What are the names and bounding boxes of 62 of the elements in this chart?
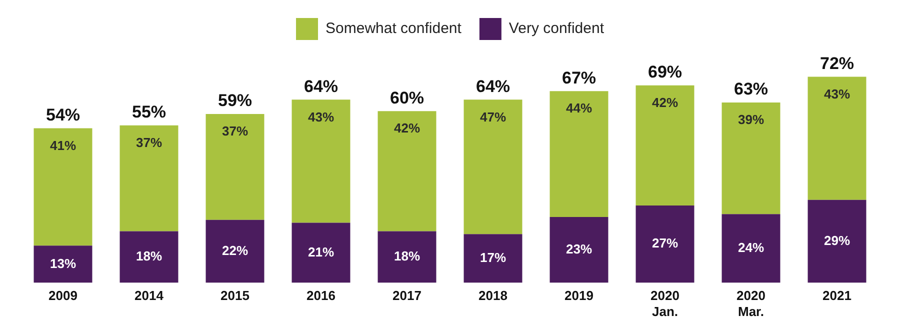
bar <box>378 231 436 283</box>
data-label: 13% <box>50 256 76 271</box>
bar <box>636 85 694 206</box>
x-tick-label: 2015 <box>220 288 250 304</box>
bar <box>808 200 866 283</box>
data-label: 47% <box>480 109 506 124</box>
bar <box>34 246 92 283</box>
data-label: 42% <box>652 94 678 110</box>
total-label: 54% <box>46 105 80 124</box>
total-label: 63% <box>734 80 768 99</box>
data-label: 41% <box>50 138 76 153</box>
x-tick-label: 2014 <box>134 288 164 304</box>
data-label: 17% <box>480 250 506 266</box>
data-label: 42% <box>394 120 420 136</box>
bar <box>464 234 522 283</box>
bar <box>292 222 350 283</box>
total-label: 55% <box>132 102 166 122</box>
total-label: 60% <box>390 88 424 108</box>
bar <box>722 214 780 283</box>
data-label: 29% <box>824 232 850 248</box>
total-label: 67% <box>562 68 596 88</box>
bar <box>206 114 264 220</box>
bar <box>378 111 436 232</box>
x-tick-label: 2020 Mar. <box>736 288 766 319</box>
data-label: 18% <box>394 248 420 264</box>
total-label: 64% <box>476 76 510 96</box>
bar <box>120 125 178 232</box>
data-label: 37% <box>222 124 248 139</box>
data-label: 23% <box>566 241 592 256</box>
x-tick-label: 2019 <box>564 288 594 304</box>
legend-label: Very confident <box>508 20 605 38</box>
x-tick-label: 2021 <box>822 288 852 304</box>
total-label: 64% <box>304 76 338 96</box>
data-label: 18% <box>136 248 162 264</box>
x-tick-label: 2009 <box>48 288 78 304</box>
data-label: 43% <box>824 86 850 102</box>
bar <box>550 91 608 217</box>
x-tick-label: 2017 <box>392 288 422 304</box>
x-tick-label: 2016 <box>306 288 336 304</box>
bar <box>722 102 780 214</box>
total-label: 72% <box>820 54 854 73</box>
bar <box>636 206 694 283</box>
data-label: 44% <box>566 100 592 116</box>
bar <box>808 76 866 200</box>
x-tick-label: 2018 <box>478 288 508 304</box>
data-label: 21% <box>308 244 334 260</box>
data-label: 37% <box>136 135 162 150</box>
data-label: 27% <box>652 236 678 251</box>
bar <box>550 216 608 283</box>
x-tick-label: 2020 Jan. <box>650 288 680 319</box>
data-label: 43% <box>308 109 334 124</box>
data-label: 39% <box>738 112 764 128</box>
legend-label: Somewhat confident <box>326 20 462 38</box>
total-label: 69% <box>648 62 682 82</box>
bar <box>34 128 92 246</box>
bar <box>206 220 264 283</box>
bar <box>120 231 178 283</box>
bar <box>292 100 350 223</box>
total-label: 59% <box>218 91 252 110</box>
data-label: 22% <box>222 242 248 258</box>
data-label: 24% <box>738 240 764 256</box>
bar <box>464 100 522 234</box>
